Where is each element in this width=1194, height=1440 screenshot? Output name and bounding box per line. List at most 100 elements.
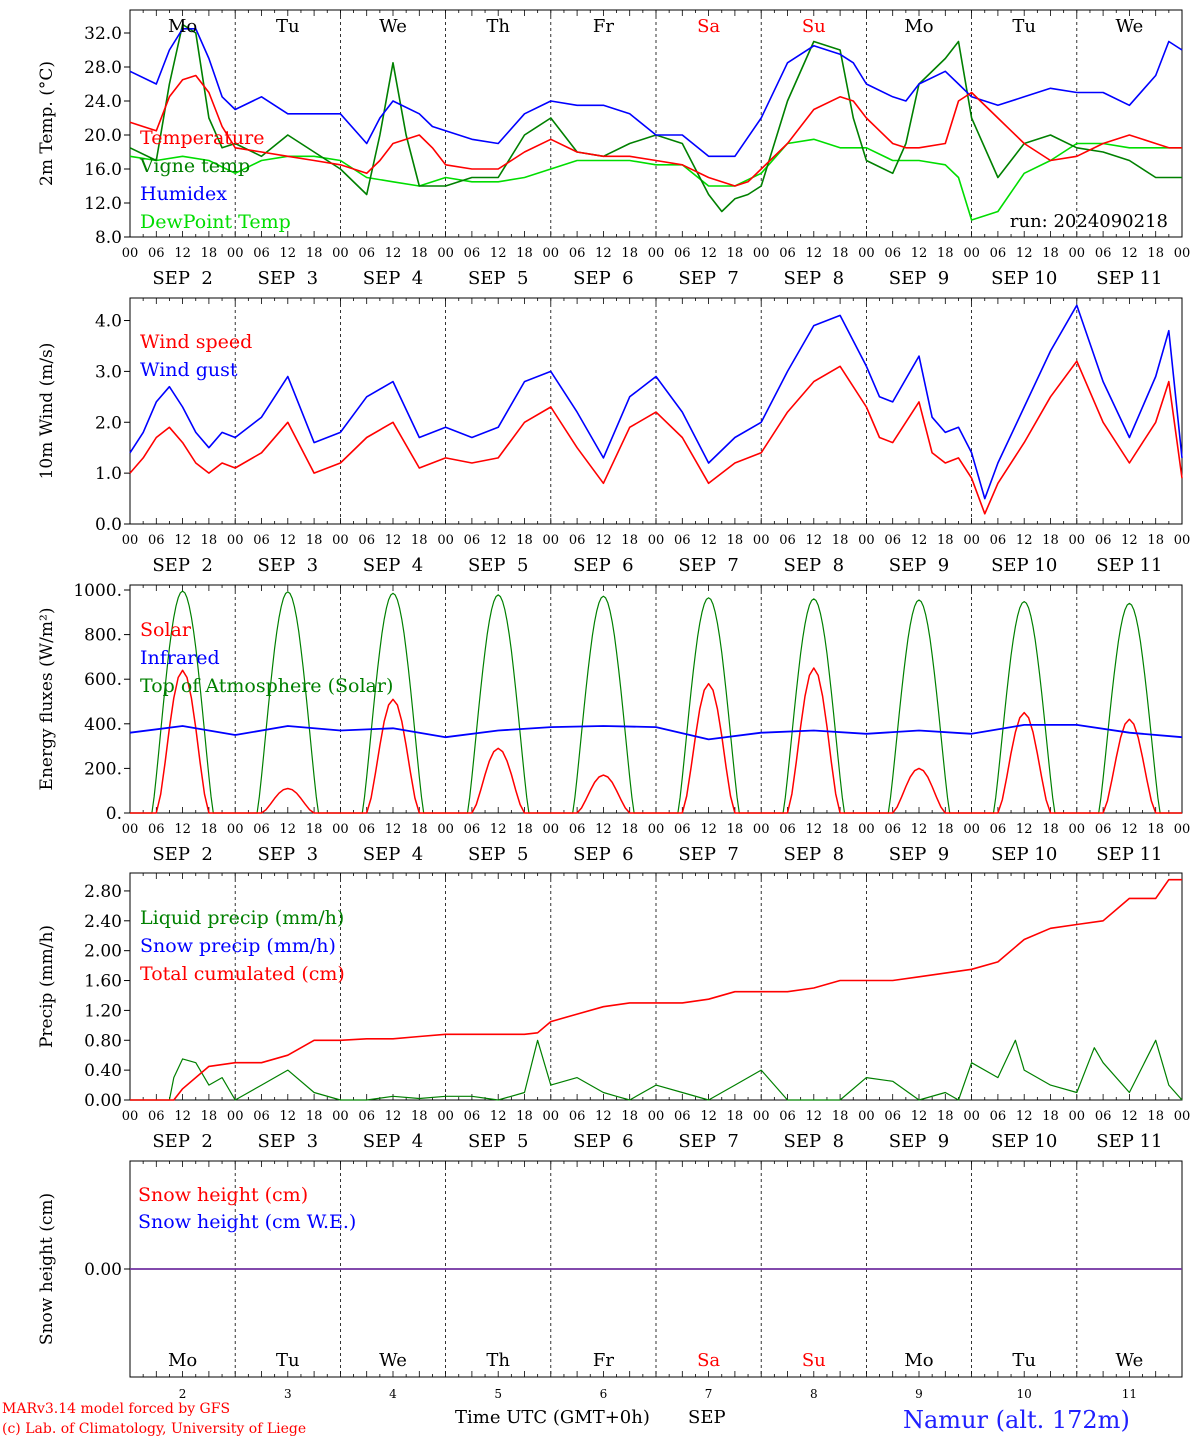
hour-label: 18 (621, 533, 638, 548)
hour-label: 00 (1069, 1109, 1086, 1124)
date-label: SEP 5 (468, 844, 528, 865)
hour-label: 00 (332, 246, 349, 261)
hour-label: 12 (1016, 1109, 1033, 1124)
hour-label: 06 (1095, 822, 1112, 837)
location-label: Namur (alt. 172m) (903, 1406, 1130, 1434)
hour-label: 06 (253, 822, 270, 837)
date-label: SEP 10 (991, 268, 1057, 289)
y-tick-label: 1.60 (84, 972, 122, 992)
hour-label: 00 (227, 822, 244, 837)
y-tick-label: 28.0 (84, 58, 122, 78)
hour-label: 00 (227, 246, 244, 261)
legend-entry: Top of Atmosphere (Solar) (140, 675, 393, 697)
hour-label: 12 (595, 246, 612, 261)
hour-label: 06 (674, 1109, 691, 1124)
day-number: 4 (389, 1387, 397, 1401)
hour-label: 06 (358, 533, 375, 548)
y-tick-label: 4.0 (95, 312, 122, 332)
y-tick-label: 200. (84, 759, 122, 779)
hour-label: 18 (727, 533, 744, 548)
hour-label: 12 (490, 533, 507, 548)
date-label: SEP 3 (258, 555, 318, 576)
y-tick-label: 0.80 (84, 1031, 122, 1051)
y-tick-label: 1.20 (84, 1001, 122, 1021)
hour-label: 06 (779, 822, 796, 837)
hour-label: 06 (358, 822, 375, 837)
liquid-precip-line (130, 1039, 1183, 1101)
legend-entry: Wind speed (140, 331, 252, 353)
date-label: SEP 11 (1096, 844, 1162, 865)
hour-label: 18 (516, 822, 533, 837)
hour-label: 18 (1042, 822, 1059, 837)
hour-label: 00 (648, 822, 665, 837)
date-label: SEP 9 (889, 268, 949, 289)
hour-label: 06 (464, 246, 481, 261)
hour-label: 12 (700, 822, 717, 837)
hour-label: 00 (1069, 822, 1086, 837)
hour-label: 00 (858, 533, 875, 548)
date-label: SEP 3 (258, 1131, 318, 1152)
day-name-top: Sa (697, 16, 720, 37)
legend-entry: Snow height (cm W.E.) (138, 1211, 356, 1233)
y-tick-label: 800. (84, 626, 122, 646)
hour-label: 12 (911, 533, 928, 548)
legend-entry: DewPoint Temp (140, 211, 291, 233)
hour-label: 12 (1121, 246, 1138, 261)
hour-label: 06 (253, 246, 270, 261)
hour-label: 18 (937, 533, 954, 548)
hour-label: 06 (779, 533, 796, 548)
legend-entry: Temperature (140, 127, 264, 149)
hour-label: 06 (148, 246, 165, 261)
date-label: SEP 7 (678, 268, 738, 289)
wind-speed-line (129, 360, 1183, 515)
date-label: SEP 8 (784, 1131, 844, 1152)
date-label: SEP 6 (573, 268, 633, 289)
date-label: SEP 2 (152, 268, 212, 289)
hour-label: 06 (884, 1109, 901, 1124)
hour-label: 00 (1069, 533, 1086, 548)
hour-label: 06 (1095, 1109, 1112, 1124)
hour-label: 12 (700, 246, 717, 261)
solar-line (866, 767, 972, 814)
hour-label: 12 (1121, 1109, 1138, 1124)
hour-label: 06 (253, 1109, 270, 1124)
hour-label: 18 (832, 533, 849, 548)
hour-label: 00 (543, 822, 560, 837)
hour-label: 06 (253, 533, 270, 548)
hour-label: 12 (1016, 533, 1033, 548)
date-label: SEP 3 (258, 268, 318, 289)
hour-label: 12 (280, 246, 297, 261)
date-label: SEP 2 (152, 1131, 212, 1152)
y-tick-label: 0.00 (84, 1260, 122, 1280)
hour-label: 00 (858, 1109, 875, 1124)
legend-entry: Total cumulated (cm) (140, 963, 345, 985)
legend-entry: Humidex (140, 183, 227, 205)
panel-3: 00 06 12 18 00 06 12 18 00 06 12 18 00 06 12 18 00 06 12 18… (37, 581, 1190, 865)
hour-label: 00 (437, 533, 454, 548)
lab-credit: (c) Lab. of Climatology, University of L… (2, 1421, 306, 1437)
hour-label: 00 (122, 822, 139, 837)
date-label: SEP 4 (363, 1131, 423, 1152)
solar-line (445, 747, 551, 814)
solar-line (656, 682, 762, 814)
hour-label: 12 (806, 533, 823, 548)
day-name-bottom: Mo (904, 1350, 933, 1371)
y-tick-label: 0.40 (84, 1061, 122, 1081)
y-tick-label: 24.0 (84, 92, 122, 112)
day-number: 3 (284, 1387, 292, 1401)
hour-label: 06 (674, 533, 691, 548)
vigne-temp-line (129, 23, 1182, 213)
hour-label: 18 (1147, 1109, 1164, 1124)
run-annotation: run: 2024090218 (1010, 211, 1168, 232)
hour-label: 06 (884, 822, 901, 837)
hour-label: 12 (280, 822, 297, 837)
hour-label: 00 (1174, 533, 1191, 548)
hour-label: 00 (437, 822, 454, 837)
hour-label: 18 (1147, 246, 1164, 261)
hour-label: 12 (280, 533, 297, 548)
hour-label: 00 (963, 822, 980, 837)
day-name-top: Tu (1012, 16, 1036, 37)
legend-entry: Solar (140, 619, 192, 641)
day-name-bottom: Tu (1012, 1350, 1036, 1371)
